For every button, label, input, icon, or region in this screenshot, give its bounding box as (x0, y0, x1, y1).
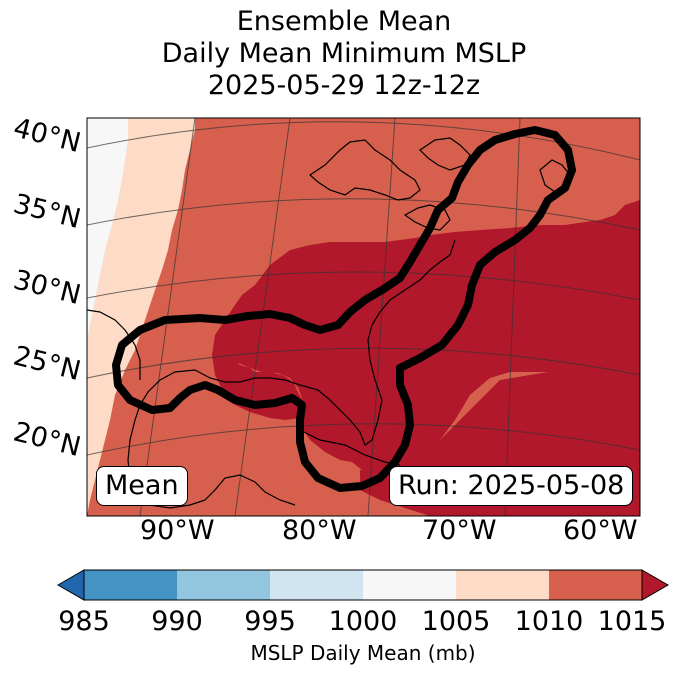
colorbar (56, 569, 670, 601)
title-line-3: 2025-05-29 12z-12z (207, 70, 481, 101)
lon-label-90w: 90°W (140, 515, 215, 546)
field-1005-1010 (87, 118, 195, 516)
lon-label-80w: 80°W (282, 515, 357, 546)
colorbar-extend-high (641, 569, 670, 601)
colorbar-tick-1005: 1005 (421, 606, 491, 637)
colorbar-bin-1000-1005 (363, 570, 456, 600)
colorbar-tick-995: 995 (244, 606, 296, 637)
colorbar-label: MSLP Daily Mean (mb) (250, 641, 476, 665)
title-line-2: Daily Mean Minimum MSLP (161, 38, 527, 69)
colorbar-bin-1005-1010 (456, 570, 549, 600)
run-label-box: Run: 2025-05-08 (389, 466, 634, 506)
field-lt-1005 (87, 118, 128, 340)
colorbar-tick-1000: 1000 (328, 606, 398, 637)
mean-label-box: Mean (96, 466, 188, 506)
colorbar-tick-1015: 1015 (597, 606, 667, 637)
colorbar-tick-1010: 1010 (514, 606, 584, 637)
colorbar-tick-990: 990 (151, 606, 203, 637)
colorbar-bin-990-995 (177, 570, 270, 600)
colorbar-bin-995-1000 (270, 570, 363, 600)
lon-label-70w: 70°W (422, 515, 497, 546)
title-line-1: Ensemble Mean (236, 6, 452, 37)
colorbar-bin-1010-1015 (549, 570, 642, 600)
lon-label-60w: 60°W (563, 515, 638, 546)
contour-1015 (112, 126, 576, 492)
colorbar-bin-985-990 (84, 570, 177, 600)
map-frame (86, 117, 641, 517)
colorbar-tick-985: 985 (58, 606, 110, 637)
colorbar-extend-low (56, 569, 85, 601)
